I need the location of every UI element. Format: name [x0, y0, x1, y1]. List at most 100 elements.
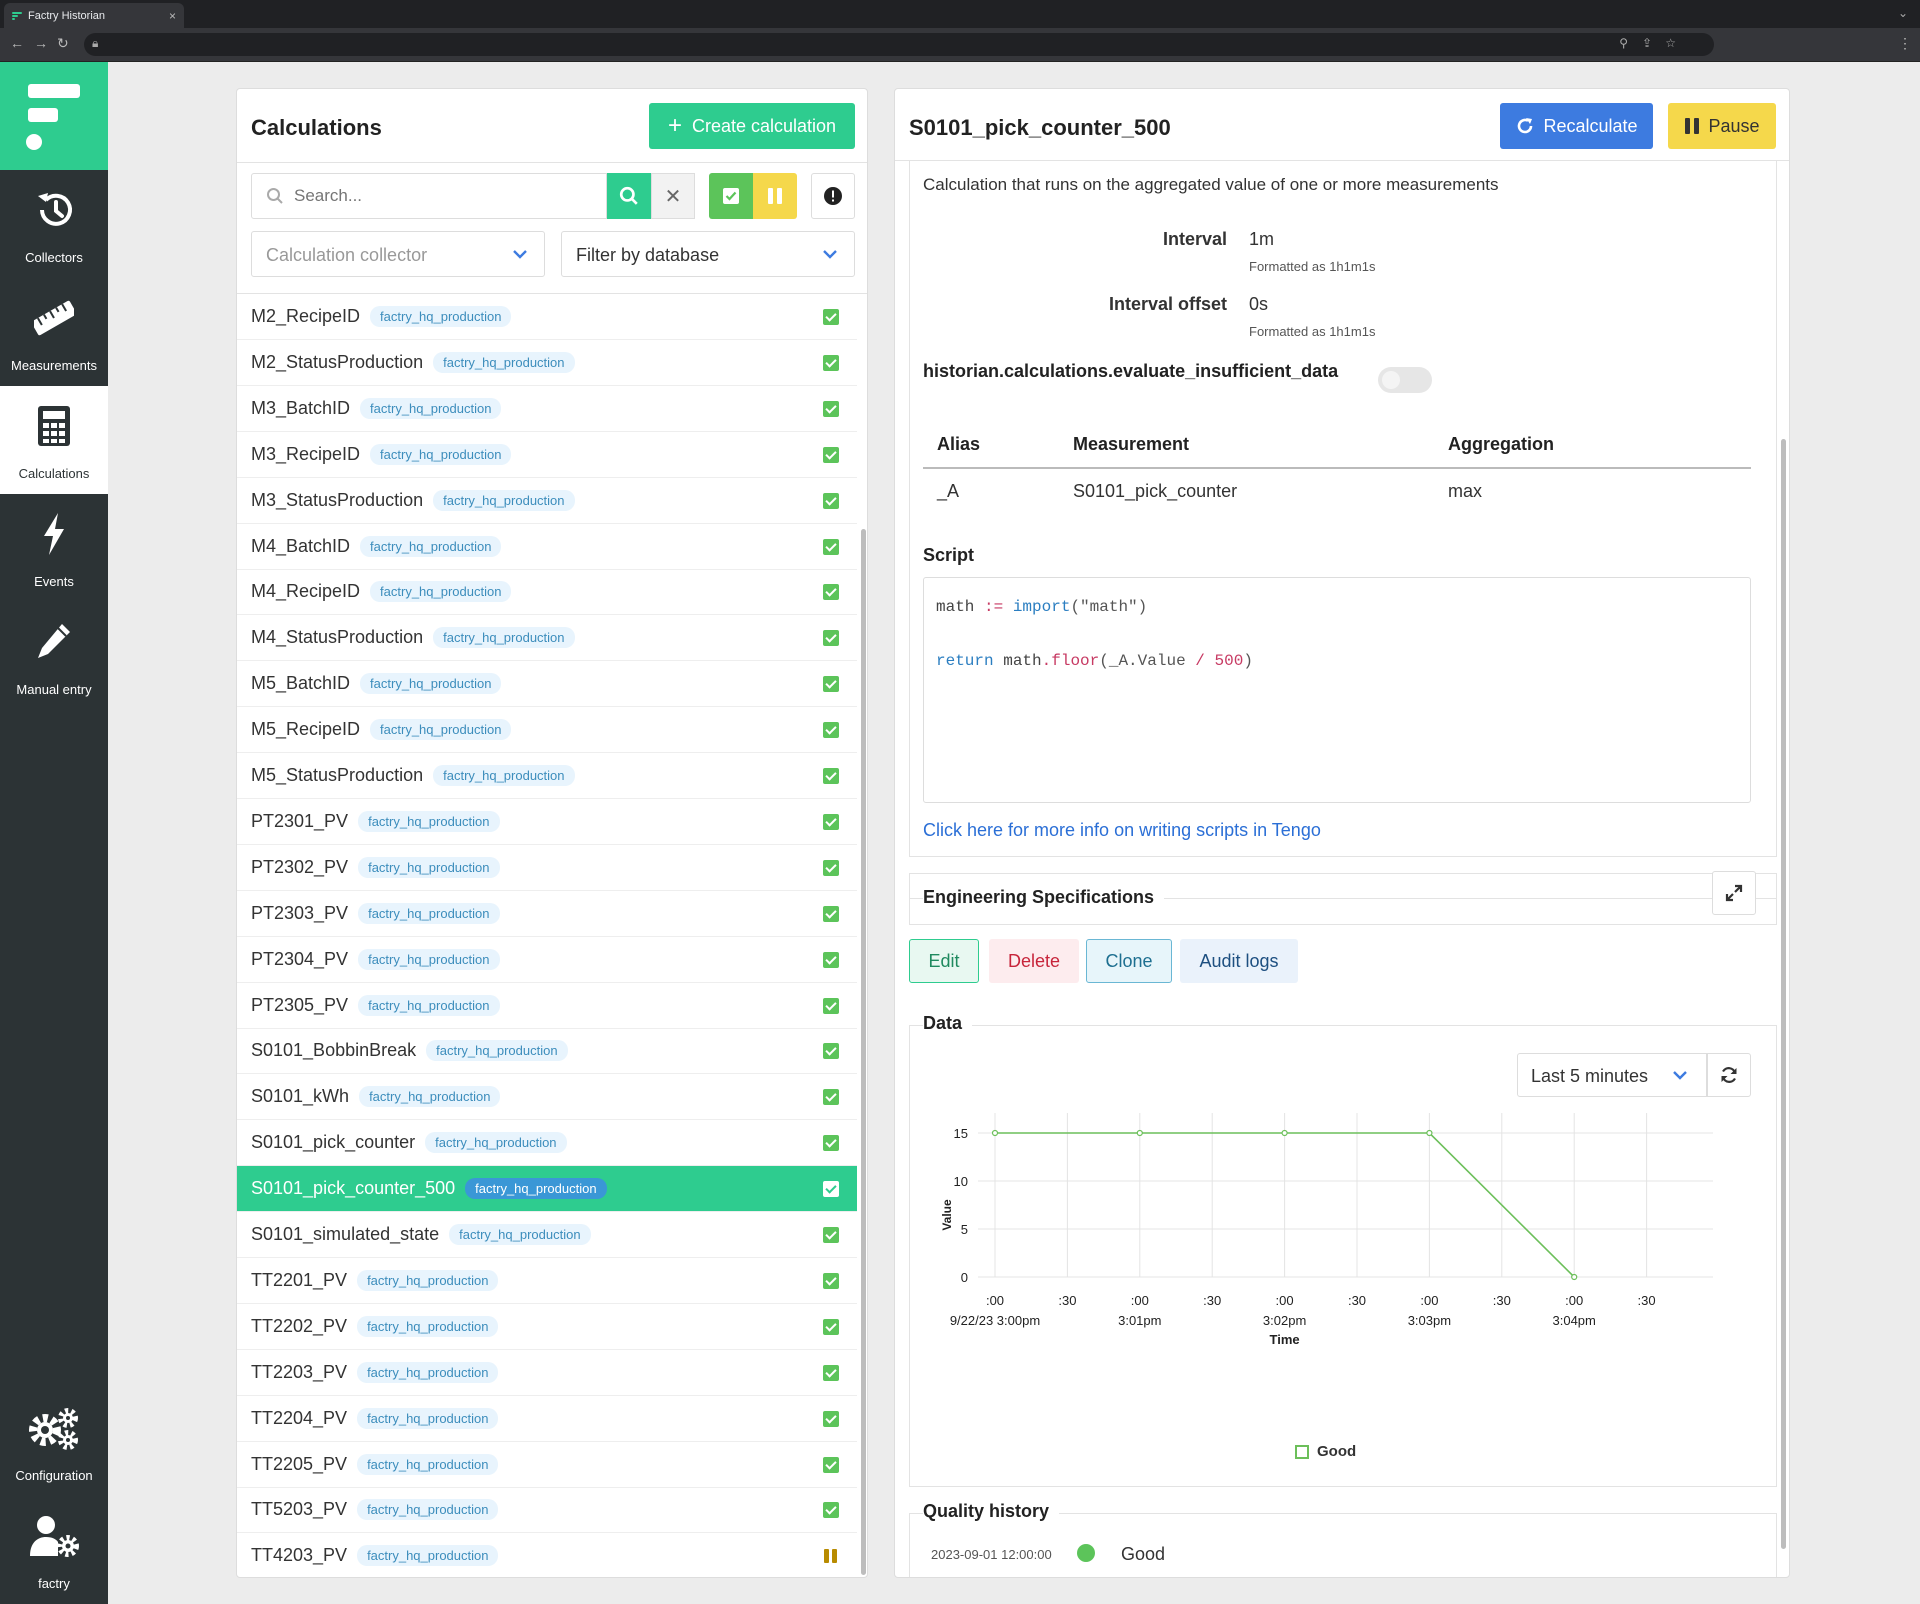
calculation-row[interactable]: S0101_BobbinBreak factry_hq_production: [237, 1028, 857, 1075]
calculation-row[interactable]: S0101_pick_counter factry_hq_production: [237, 1120, 857, 1167]
active-status-icon: [823, 1089, 839, 1106]
calculation-row[interactable]: M3_BatchID factry_hq_production: [237, 386, 857, 432]
script-editor[interactable]: math := import("math") return math.floor…: [923, 577, 1751, 803]
sidebar-item-collectors[interactable]: Collectors: [0, 170, 108, 278]
search-input[interactable]: [294, 186, 574, 206]
calculation-row[interactable]: M5_RecipeID factry_hq_production: [237, 707, 857, 754]
audit-logs-button[interactable]: Audit logs: [1180, 939, 1298, 983]
calculation-row[interactable]: M4_BatchID factry_hq_production: [237, 524, 857, 570]
gears-icon: [29, 1408, 78, 1450]
data-section-title: Data: [923, 1013, 973, 1034]
active-status-icon: [823, 400, 839, 417]
calculation-row[interactable]: S0101_kWh factry_hq_production: [237, 1074, 857, 1121]
calculation-row[interactable]: TT2201_PV factry_hq_production: [237, 1258, 857, 1304]
calculation-row[interactable]: M2_RecipeID factry_hq_production: [237, 294, 857, 340]
sidebar-item-manual-entry[interactable]: Manual entry: [0, 602, 108, 710]
recalculate-button[interactable]: Recalculate: [1500, 103, 1653, 149]
script-token: /: [1195, 652, 1205, 670]
calculation-row[interactable]: PT2302_PV factry_hq_production: [237, 845, 857, 891]
back-icon[interactable]: ←: [10, 35, 24, 51]
filter-active-button[interactable]: [709, 173, 753, 219]
refresh-button[interactable]: [1707, 1053, 1751, 1097]
browser-tab[interactable]: Factry Historian ×: [4, 3, 184, 28]
calculation-name: S0101_pick_counter: [251, 1132, 416, 1153]
edit-button[interactable]: Edit: [909, 939, 979, 983]
calculations-header: Calculations + Create calculation: [237, 89, 867, 163]
calculation-row[interactable]: S0101_simulated_state factry_hq_productio…: [237, 1212, 857, 1258]
database-badge: factry_hq_production: [360, 673, 502, 695]
sidebar-item-calculations[interactable]: Calculations: [0, 386, 108, 494]
expand-button[interactable]: [1712, 871, 1756, 915]
tab-close-icon[interactable]: ×: [168, 8, 176, 23]
calculation-row[interactable]: PT2301_PV factry_hq_production: [237, 799, 857, 845]
create-calculation-button[interactable]: + Create calculation: [649, 103, 855, 149]
calculation-row[interactable]: TT5203_PV factry_hq_production: [237, 1487, 857, 1534]
pause-icon: [1685, 118, 1700, 134]
clear-search-button[interactable]: ✕: [651, 173, 695, 219]
reload-icon[interactable]: ↻: [57, 35, 69, 51]
script-token: math: [1003, 652, 1042, 670]
sidebar-item-user[interactable]: factry: [0, 1496, 108, 1604]
factry-logo[interactable]: [0, 62, 108, 170]
chart-legend[interactable]: Good: [1295, 1443, 1356, 1460]
list-scrollbar[interactable]: [861, 529, 866, 1575]
calculation-row[interactable]: PT2303_PV factry_hq_production: [237, 891, 857, 937]
tab-list-chevron-icon[interactable]: ⌄: [1897, 6, 1908, 20]
share-icon[interactable]: ⇪: [1641, 36, 1652, 50]
sidebar-item-events[interactable]: Events: [0, 494, 108, 602]
pause-button[interactable]: Pause: [1668, 103, 1776, 149]
script-help-link[interactable]: Click here for more info on writing scri…: [923, 820, 1321, 840]
calculation-row[interactable]: PT2305_PV factry_hq_production: [237, 983, 857, 1029]
calculator-icon: [38, 406, 70, 446]
active-status-icon: [823, 630, 839, 647]
table-header-divider: [923, 467, 1751, 469]
calculation-row[interactable]: TT2202_PV factry_hq_production: [237, 1304, 857, 1350]
database-select[interactable]: Filter by database: [561, 231, 855, 277]
expand-icon: [1725, 884, 1743, 902]
collector-select[interactable]: Calculation collector: [251, 231, 545, 277]
calculation-row[interactable]: TT2203_PV factry_hq_production: [237, 1350, 857, 1396]
calculation-row[interactable]: M5_StatusProduction factry_hq_production: [237, 753, 857, 799]
calculation-row[interactable]: M3_StatusProduction factry_hq_production: [237, 478, 857, 524]
insufficient-data-toggle[interactable]: [1378, 367, 1432, 393]
engineering-specs-title: Engineering Specifications: [923, 887, 1165, 908]
calculation-row[interactable]: TT2205_PV factry_hq_production: [237, 1442, 857, 1488]
zoom-icon[interactable]: ⚲: [1619, 36, 1628, 50]
calculation-row[interactable]: S0101_pick_counter_500 factry_hq_producti…: [237, 1166, 857, 1213]
data-point: [991, 1129, 999, 1137]
interval-label: Interval: [1162, 229, 1227, 249]
calculation-row[interactable]: PT2304_PV factry_hq_production: [237, 937, 857, 983]
sidebar-item-measurements[interactable]: Measurements: [0, 278, 108, 386]
calculation-row[interactable]: M2_StatusProduction factry_hq_production: [237, 340, 857, 386]
quality-entry-status: Good: [1121, 1544, 1166, 1564]
measurement-cell: S0101_pick_counter: [1073, 481, 1238, 501]
active-status-icon: [823, 538, 839, 555]
clone-button[interactable]: Clone: [1086, 939, 1172, 983]
time-range-select[interactable]: Last 5 minutes: [1517, 1053, 1707, 1097]
bookmark-star-icon[interactable]: ☆: [1665, 36, 1676, 50]
search-button[interactable]: [607, 173, 651, 219]
filter-error-button[interactable]: [811, 173, 855, 219]
detail-scrollbar[interactable]: [1781, 439, 1786, 1549]
calculation-row[interactable]: M5_BatchID factry_hq_production: [237, 661, 857, 708]
database-badge: factry_hq_production: [358, 948, 500, 970]
forward-icon[interactable]: →: [34, 35, 48, 51]
calculation-row[interactable]: M3_RecipeID factry_hq_production: [237, 432, 857, 478]
active-status-icon: [823, 584, 839, 601]
calculation-row[interactable]: M4_RecipeID factry_hq_production: [237, 569, 857, 616]
measurement-column-header: Measurement: [1073, 434, 1190, 454]
active-status-icon: [823, 1502, 839, 1519]
sidebar-item-configuration[interactable]: Configuration: [0, 1388, 108, 1496]
browser-menu-icon[interactable]: ⋮: [1898, 35, 1912, 51]
filter-paused-button[interactable]: [753, 173, 797, 219]
calculation-row[interactable]: TT4203_PV factry_hq_production: [237, 1533, 857, 1577]
calculation-row[interactable]: TT2204_PV factry_hq_production: [237, 1396, 857, 1442]
calculation-row[interactable]: M4_StatusProduction factry_hq_production: [237, 615, 857, 662]
calculation-name: M3_BatchID: [251, 397, 351, 418]
delete-button[interactable]: Delete: [989, 939, 1079, 983]
active-status-icon: [823, 1456, 839, 1473]
aggregation-column-header: Aggregation: [1448, 434, 1554, 454]
calculation-name: M4_BatchID: [251, 535, 351, 556]
sidebar-item-label: factry: [38, 1576, 70, 1591]
address-bar[interactable]: 🔒︎ ⚲ ⇪ ☆: [84, 33, 1714, 56]
